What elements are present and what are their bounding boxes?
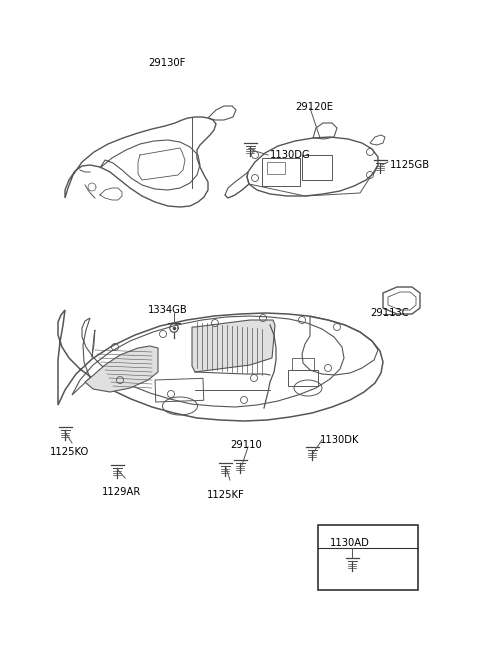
Bar [288, 370, 318, 386]
Text: 1130DG: 1130DG [270, 150, 311, 160]
Text: 1130DK: 1130DK [320, 435, 360, 445]
Text: 29110: 29110 [230, 440, 262, 450]
Text: 1125KF: 1125KF [207, 490, 245, 500]
Polygon shape [85, 346, 158, 392]
Text: 29130F: 29130F [148, 58, 185, 68]
Text: 1130AD: 1130AD [330, 538, 370, 548]
Text: 1129AR: 1129AR [102, 487, 141, 497]
Bar [318, 525, 418, 590]
Text: 1125GB: 1125GB [390, 160, 430, 170]
Polygon shape [192, 320, 275, 372]
Bar [267, 162, 285, 174]
Text: 29113C: 29113C [370, 308, 408, 318]
Text: 1334GB: 1334GB [148, 305, 188, 315]
Text: 29120E: 29120E [295, 102, 333, 112]
Text: 1125KO: 1125KO [50, 447, 89, 457]
Bar [302, 155, 332, 180]
Bar [292, 358, 314, 370]
Bar [262, 158, 300, 186]
Bar [155, 379, 204, 402]
